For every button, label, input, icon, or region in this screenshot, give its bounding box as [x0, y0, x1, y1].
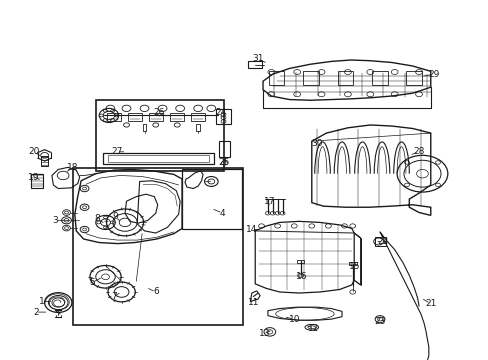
Bar	[41, 156, 48, 166]
Bar	[182, 169, 241, 229]
Bar	[303, 71, 318, 85]
Text: 25: 25	[218, 158, 229, 167]
Text: 4: 4	[219, 209, 225, 218]
Bar	[170, 113, 183, 121]
Bar	[297, 260, 304, 263]
Text: 21: 21	[424, 299, 436, 308]
Text: 13: 13	[259, 329, 270, 338]
Text: 12: 12	[307, 324, 319, 333]
Bar	[73, 168, 242, 325]
Text: 11: 11	[247, 298, 259, 307]
Text: 14: 14	[245, 225, 257, 234]
Bar	[128, 113, 142, 121]
Text: 15: 15	[348, 262, 359, 271]
Bar	[216, 109, 230, 124]
Text: 28: 28	[412, 147, 424, 156]
Text: 3: 3	[52, 216, 58, 225]
Text: 30: 30	[310, 139, 322, 148]
Text: 1: 1	[39, 297, 45, 306]
Bar	[219, 141, 229, 157]
Text: 20: 20	[28, 147, 40, 156]
Bar	[96, 100, 223, 171]
Text: 29: 29	[427, 69, 439, 78]
Text: 23: 23	[374, 317, 385, 326]
Text: 31: 31	[252, 54, 264, 63]
Bar	[268, 71, 284, 85]
Text: 27: 27	[111, 147, 122, 156]
Bar	[196, 124, 200, 131]
Bar	[337, 71, 352, 85]
Text: 26: 26	[153, 108, 164, 117]
Text: 18: 18	[67, 163, 79, 172]
Bar	[107, 113, 121, 121]
Text: 6: 6	[153, 288, 158, 297]
Text: 7: 7	[111, 292, 117, 301]
Bar	[371, 71, 387, 85]
Text: 22: 22	[377, 237, 388, 246]
Text: 17: 17	[264, 197, 275, 206]
Bar	[149, 113, 162, 121]
Text: 9: 9	[112, 212, 118, 221]
Text: 5: 5	[89, 278, 95, 287]
Bar	[248, 62, 262, 68]
Text: 16: 16	[296, 272, 307, 281]
Text: 24: 24	[215, 108, 226, 117]
Text: 19: 19	[28, 174, 40, 183]
Text: 2: 2	[33, 307, 39, 316]
Bar	[406, 71, 421, 85]
Text: 10: 10	[288, 315, 299, 324]
Bar	[374, 237, 385, 246]
Bar	[31, 174, 43, 188]
Text: 8: 8	[94, 215, 100, 224]
Bar	[191, 113, 204, 121]
Bar	[142, 124, 146, 131]
Bar	[108, 155, 209, 162]
Bar	[348, 262, 356, 265]
